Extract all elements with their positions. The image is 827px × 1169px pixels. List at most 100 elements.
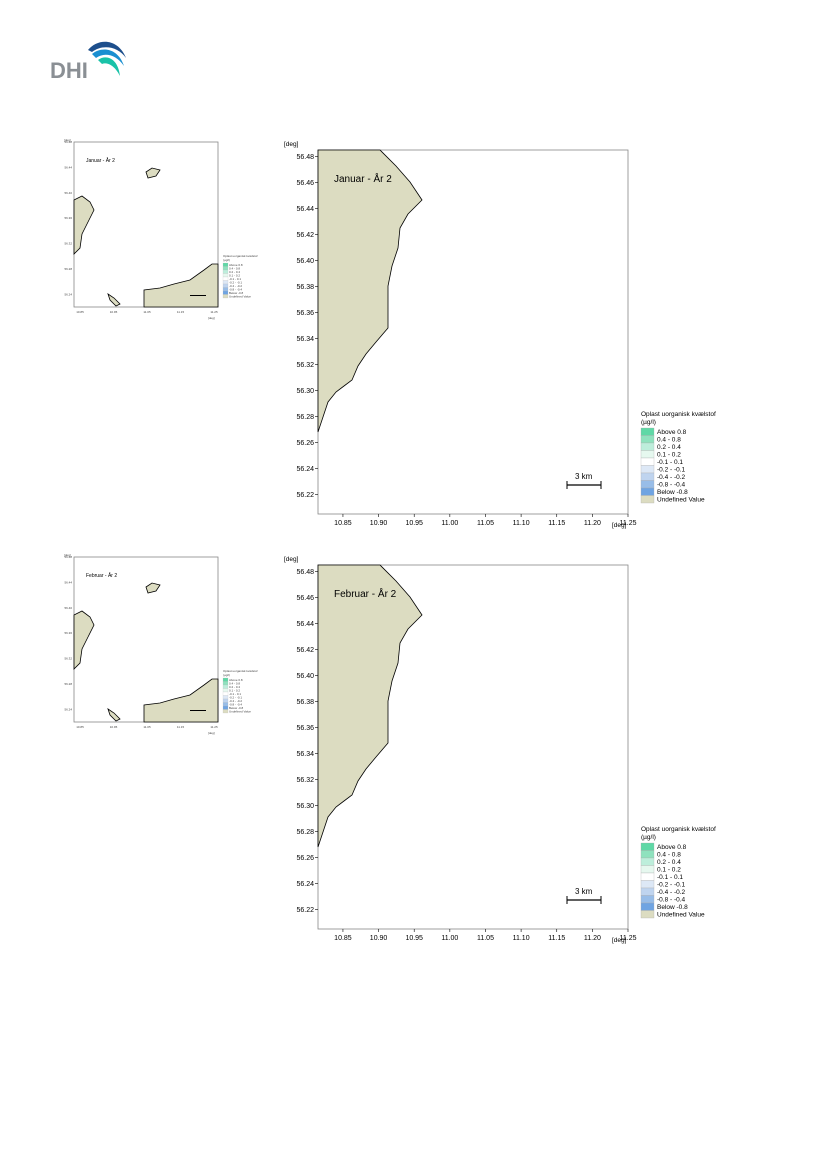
legend-swatch (640, 857, 655, 866)
overview-legend-label: -0.8 - -0.4 (229, 288, 242, 292)
legend-item-label: 0.2 - 0.4 (657, 859, 681, 866)
y-tick-label: 56.42 (296, 647, 314, 654)
overview-legend-label: 0.1 - 0.2 (229, 689, 240, 693)
legend-swatch (640, 480, 655, 489)
legend-item-label: 0.1 - 0.2 (657, 452, 681, 459)
overview-legend-swatch (222, 684, 229, 689)
y-tick-label: 56.30 (296, 388, 314, 395)
y-tick-label: 56.46 (296, 595, 314, 602)
overview-x-tick-label: 10.85 (76, 725, 84, 729)
y-tick-label: 56.32 (296, 777, 314, 784)
overview-legend-label: -0.8 - -0.4 (229, 703, 242, 707)
map-panel-januar: Januar - År 2 Oplast uorganisk kvælstof(… (64, 138, 716, 529)
overview-legend-label: -0.4 - -0.2 (229, 699, 242, 703)
x-tick-label: 11.10 (513, 935, 530, 942)
overview-legend-label: -0.1 - 0.1 (229, 692, 241, 696)
overview-land-southeast (143, 263, 219, 308)
map-title: Februar - År 2 (334, 587, 397, 600)
x-tick-label: 11.15 (548, 935, 565, 942)
legend-swatch (640, 902, 655, 911)
overview-title: Februar - År 2 (86, 572, 117, 579)
scale-bar: 3 km (566, 887, 602, 904)
legend-item-label: Below -0.8 (657, 904, 688, 911)
overview-legend-swatch (222, 702, 229, 707)
x-tick-label: 10.90 (370, 935, 388, 942)
legend-swatch (640, 865, 655, 874)
overview-legend-label: 0.4 - 0.8 (229, 682, 240, 686)
overview-y-tick-label: 56.44 (64, 165, 72, 169)
legend-swatch (640, 842, 655, 851)
y-tick-label: 56.34 (296, 751, 314, 758)
overview-y-tick-label: 56.24 (64, 707, 72, 711)
x-tick-label: 10.85 (334, 935, 352, 942)
x-axis-ticks: 10.85 10.90 10.95 11.00 11.05 11.10 11.15 11.20… (334, 514, 637, 527)
logo-swoosh-dark (88, 41, 126, 58)
y-tick-label: 56.40 (296, 258, 314, 265)
legend-item-label: Above 0.8 (657, 429, 687, 436)
logo-swoosh-light (98, 57, 120, 76)
main-map: [deg] Januar - År 2 56.48 56.46 56.44 56.42… (284, 141, 637, 529)
overview-y-tick-label: 56.28 (64, 267, 72, 271)
legend-item-label: -0.8 - -0.4 (657, 897, 686, 904)
overview-scale-bar (190, 710, 206, 711)
x-tick-label: 11.20 (584, 520, 601, 527)
y-tick-label: 56.28 (296, 829, 314, 836)
legend-unit: (µg/l) (641, 419, 656, 426)
legend: Oplast uorganisk kvælstof (µg/l) Above 0… (640, 411, 716, 504)
y-tick-label: 56.28 (296, 414, 314, 421)
overview-y-tick-label: 56.32 (64, 657, 72, 661)
legend-item-label: 0.4 - 0.8 (657, 852, 681, 859)
overview-x-tick-label: 11.05 (143, 725, 151, 729)
overview-legend-swatch (222, 691, 229, 696)
legend-swatch (640, 872, 655, 881)
y-axis-unit: [deg] (284, 556, 299, 563)
overview-legend-swatch (222, 681, 229, 686)
overview-legend-unit: (µg/l) (223, 673, 230, 677)
legend-item-label: -0.1 - 0.1 (657, 459, 683, 466)
overview-legend-label: Above 0.8 (229, 678, 243, 682)
legend-item-label: 0.2 - 0.4 (657, 444, 681, 451)
coastline-land (317, 149, 423, 433)
overview-legend-swatch (222, 280, 229, 285)
overview-y-tick-label: 56.40 (64, 191, 72, 195)
overview-y-tick-label: 56.32 (64, 242, 72, 246)
overview-x-tick-label: 11.15 (177, 725, 185, 729)
overview-legend-label: -0.2 - -0.1 (229, 281, 242, 285)
legend-item-label: -0.1 - 0.1 (657, 874, 683, 881)
legend-item-label: 0.4 - 0.8 (657, 437, 681, 444)
scale-bar-label: 3 km (575, 472, 593, 481)
legend-item-label: Above 0.8 (657, 844, 687, 851)
legend-item-label: -0.4 - -0.2 (657, 889, 686, 896)
legend-swatch (640, 910, 655, 919)
overview-legend-label: 0.4 - 0.8 (229, 267, 240, 271)
legend-item-label: Undefined Value (657, 912, 705, 919)
overview-ticks: 56.48 56.44 56.40 56.36 56.32 56.28 56.24 10.85… (64, 138, 218, 320)
y-tick-label: 56.24 (296, 466, 314, 473)
overview-legend-label: 0.2 - 0.4 (229, 685, 240, 689)
overview-y-tick-label: 56.48 (64, 555, 72, 559)
overview-x-tick-label: 11.15 (177, 310, 185, 314)
y-tick-label: 56.30 (296, 803, 314, 810)
overview-x-tick-label: 11.05 (143, 310, 151, 314)
y-tick-label: 56.22 (296, 907, 314, 914)
y-tick-label: 56.46 (296, 180, 314, 187)
x-tick-label: 11.20 (584, 935, 601, 942)
y-tick-label: 56.40 (296, 673, 314, 680)
y-tick-label: 56.32 (296, 362, 314, 369)
main-map: [deg] Februar - År 2 56.4856.4656.4456.4… (284, 556, 637, 944)
x-tick-label: 10.95 (405, 935, 423, 942)
coastline-land (317, 564, 423, 848)
x-tick-label: 11.15 (548, 520, 565, 527)
overview-y-unit: [deg] (64, 553, 71, 557)
overview-island-north (145, 167, 161, 179)
overview-island-north (145, 582, 161, 594)
map-panel-februar: Februar - År 2 Oplast uorganisk kvælstof… (64, 553, 716, 944)
overview-y-tick-label: 56.28 (64, 682, 72, 686)
x-axis-unit: [deg] (612, 937, 627, 944)
overview-y-tick-label: 56.36 (64, 631, 72, 635)
logo-text: DHI (50, 58, 88, 82)
overview-legend-label: -0.4 - -0.2 (229, 284, 242, 288)
overview-scale-bar (190, 295, 206, 296)
x-tick-label: 11.00 (441, 935, 458, 942)
legend-item-label: -0.8 - -0.4 (657, 482, 686, 489)
